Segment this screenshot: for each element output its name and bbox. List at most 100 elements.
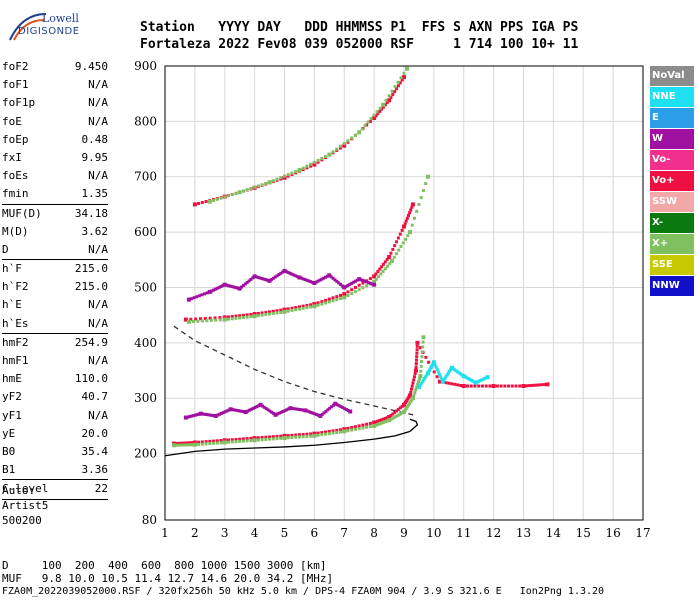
data-point: [171, 443, 176, 448]
data-point: [222, 440, 227, 445]
y-tick-label: 400: [134, 336, 157, 350]
param-label: h`F: [2, 262, 22, 276]
trace-mark: [203, 412, 207, 416]
trace-mark: [279, 310, 283, 314]
trace-mark: [344, 408, 348, 412]
data-point: [213, 413, 218, 418]
auto-scaling-block: Auto: Artist5 500200: [2, 483, 48, 528]
x-tick-label: 2: [191, 526, 199, 540]
trace-mark: [201, 412, 205, 416]
trace-mark: [402, 71, 406, 75]
auto-line: 500200: [2, 514, 42, 527]
trace-mark: [249, 277, 253, 281]
trace-mark: [279, 434, 283, 438]
trace-mark: [212, 198, 216, 202]
trace-mark: [249, 186, 253, 190]
trace-mark: [236, 409, 240, 413]
y-tick-label: 700: [134, 170, 157, 184]
trace-mark: [297, 435, 301, 439]
trace-mark: [421, 378, 425, 382]
trace-mark: [417, 380, 421, 384]
muf-row: MUF 9.8 10.0 10.5 11.4 12.7 14.6 20.0 34…: [2, 572, 334, 585]
trace-mark: [305, 166, 309, 170]
trace-mark: [204, 413, 208, 417]
trace-mark: [218, 316, 222, 320]
trace-mark: [197, 440, 201, 444]
data-point: [342, 143, 347, 148]
trace-mark: [391, 247, 395, 251]
trace-mark: [312, 160, 316, 164]
trace-mark: [240, 409, 244, 413]
trace-mark: [260, 438, 264, 442]
trace-mark: [420, 355, 424, 359]
trace-mark: [279, 271, 283, 275]
y-tick-label: 600: [134, 225, 157, 239]
data-point: [288, 406, 293, 411]
data-point: [282, 433, 287, 438]
trace-mark: [459, 383, 463, 387]
trace-mark: [245, 280, 249, 284]
x-tick-label: 10: [426, 526, 441, 540]
trace-mark: [380, 265, 384, 269]
trace-mark: [246, 409, 250, 413]
trace-mark: [387, 94, 391, 98]
trace-mark: [316, 158, 320, 162]
legend-entry: NNW: [650, 276, 694, 296]
trace-mark: [357, 424, 361, 428]
y-tick-label: 200: [134, 447, 157, 461]
trace-mark: [271, 309, 275, 313]
trace-mark: [383, 267, 387, 271]
trace-mark: [419, 364, 423, 368]
data-point: [407, 230, 412, 235]
trace-mark: [327, 300, 331, 304]
trace-mark: [417, 377, 421, 381]
trace-mark: [391, 412, 395, 416]
trace-mark: [247, 279, 251, 283]
trace-mark: [360, 127, 364, 131]
data-point: [312, 281, 317, 286]
trace-mark: [177, 441, 181, 445]
trace-mark: [232, 408, 236, 412]
trace-mark: [290, 308, 294, 312]
trace-mark: [361, 279, 365, 283]
trace-mark: [180, 441, 184, 445]
trace-mark: [208, 413, 212, 417]
trace-mark: [330, 405, 334, 409]
trace-mark: [264, 182, 268, 186]
trace-mark: [301, 304, 305, 308]
param-label: foF1: [2, 78, 29, 92]
trace-mark: [389, 417, 393, 421]
trace-mark: [324, 432, 328, 436]
trace-mark: [376, 422, 380, 426]
trace-mark: [214, 318, 218, 322]
trace-mark: [395, 252, 399, 256]
param-row: h`E N/A: [2, 296, 108, 314]
trace-mark: [424, 182, 428, 186]
trace-mark: [404, 219, 408, 223]
trace-mark: [226, 315, 230, 319]
data-point: [237, 190, 242, 195]
param-value: N/A: [88, 242, 108, 256]
trace-mark: [415, 358, 419, 362]
param-value: 215.0: [74, 262, 108, 276]
trace-mark: [230, 440, 234, 444]
trace-mark: [368, 277, 372, 281]
trace-mark: [243, 282, 247, 286]
trace-mark: [253, 185, 257, 189]
param-row: hmF1 N/A: [2, 352, 108, 370]
data-point: [282, 436, 287, 441]
trace-mark: [307, 279, 311, 283]
legend-entry: Vo+: [650, 171, 694, 191]
data-point: [372, 279, 377, 284]
trace-mark: [353, 427, 357, 431]
trace-mark: [226, 317, 230, 321]
param-row: fmin 1.35: [2, 185, 108, 203]
trace-mark: [346, 283, 350, 287]
trace-mark: [283, 409, 287, 413]
trace-mark: [346, 429, 350, 433]
trace-mark: [536, 383, 540, 387]
dashed-profile-curve: [173, 325, 414, 416]
trace-mark: [435, 367, 439, 371]
trace-mark: [249, 315, 253, 319]
param-row: hmE 110.0: [2, 370, 108, 388]
